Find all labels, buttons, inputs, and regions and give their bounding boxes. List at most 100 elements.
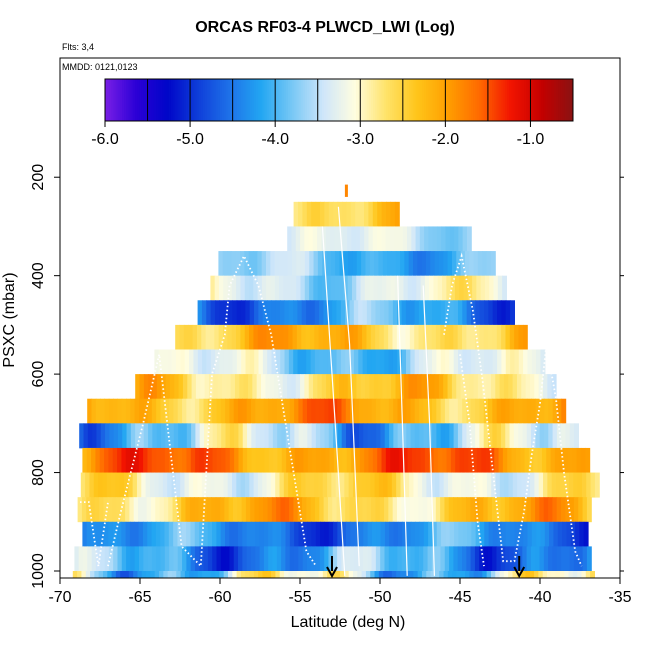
colorbar-swatch [321,79,325,121]
heatmap-cell [120,497,126,523]
heatmap-cell [430,571,436,578]
heatmap-cell [471,300,476,326]
heatmap-cell [407,275,413,301]
heatmap-cell [436,300,442,326]
heatmap-cell [317,251,323,277]
heatmap-cell [267,349,273,375]
heatmap-cell [403,275,409,301]
heatmap-cell [541,447,547,473]
heatmap-cell [380,521,386,547]
colorbar-swatch [134,79,138,121]
heatmap-cell [401,423,407,449]
heatmap-cell [272,423,278,449]
heatmap-cell [360,275,366,301]
heatmap-cell [418,324,424,350]
colorbar-swatch [485,79,489,121]
flight-tracks [76,206,583,576]
heatmap-cell [455,447,461,473]
heatmap-cell [306,300,312,326]
colorbar-swatch [343,79,346,121]
heatmap-cell [366,324,372,350]
heatmap-cell [108,447,114,473]
heatmap-cell [103,497,109,523]
heatmap-cell [568,472,574,498]
heatmap-cell [531,398,537,424]
heatmap-cell [437,447,443,473]
heatmap-cell [220,497,225,523]
heatmap-cell [223,300,229,326]
heatmap-cell [177,546,183,572]
heatmap-cell [242,423,248,449]
heatmap-cell [458,521,464,547]
heatmap-cell [126,423,132,449]
heatmap-cell [82,447,88,473]
heatmap-cell [277,423,283,449]
colorbar-swatch [315,79,319,121]
heatmap-cell [375,300,381,326]
heatmap-cell [322,571,328,578]
heatmap-cell [440,497,446,523]
heatmap-cell [470,423,476,449]
heatmap-cell [355,201,361,227]
heatmap-cell [489,275,495,301]
colorbar-swatch [502,79,506,121]
heatmap-cell [179,324,185,350]
heatmap-cell [505,398,511,424]
heatmap-cell [421,571,427,578]
heatmap-cell [449,300,455,326]
heatmap-cell [307,447,313,473]
heatmap-cell [177,447,183,473]
heatmap-cell [462,398,468,424]
heatmap-cell [536,521,542,547]
heatmap-cell [112,447,118,473]
heatmap-cell [238,423,244,449]
heatmap-cell [579,521,585,547]
heatmap-cell [302,521,308,547]
heatmap-cell [321,275,327,301]
colorbar-swatch [339,79,342,121]
heatmap-cell [320,521,325,547]
heatmap-cell [490,571,496,578]
colorbar-swatch [521,79,525,121]
heatmap-cell [313,374,318,400]
heatmap-cell [271,300,277,326]
heatmap-cell [139,423,145,449]
heatmap-cell [279,324,285,350]
heatmap-cell [406,521,412,547]
heatmap-cell [309,275,314,301]
heatmap-cell [552,423,558,449]
heatmap-cell [191,374,197,400]
heatmap-cell [94,497,100,523]
heatmap-cell [375,497,381,523]
colorbar-swatch [122,79,125,121]
heatmap-cell [567,447,573,473]
colorbar-swatch [119,79,123,121]
heatmap-cell [504,472,510,498]
heatmap-cell [445,349,450,375]
heatmap-cell [284,571,289,578]
heatmap-cell [298,398,304,424]
heatmap-cell [160,423,166,449]
heatmap-cell [583,521,589,547]
colorbar-swatch [543,79,546,121]
heatmap-cell [124,472,129,498]
colorbar-tick-label: -4.0 [261,131,289,148]
heatmap-cell [400,472,406,498]
heatmap-cell [185,497,191,523]
heatmap-cell [217,374,223,400]
heatmap-cell [187,374,193,400]
heatmap-cell [301,324,307,350]
heatmap-cell [444,398,450,424]
heatmap-cell [384,497,389,523]
heatmap-cell [252,374,258,400]
colorbar-tick-label: -3.0 [346,131,374,148]
x-tick-label: -40 [528,589,551,606]
colorbar-swatch [436,79,440,121]
heatmap-cell [77,497,83,523]
flights-annotation: Flts: 3,4 [62,42,95,52]
heatmap-cell [581,472,587,498]
heatmap-cell [199,423,205,449]
heatmap-cell [539,423,545,449]
heatmap-cell [479,546,485,572]
heatmap-cell [283,275,289,301]
